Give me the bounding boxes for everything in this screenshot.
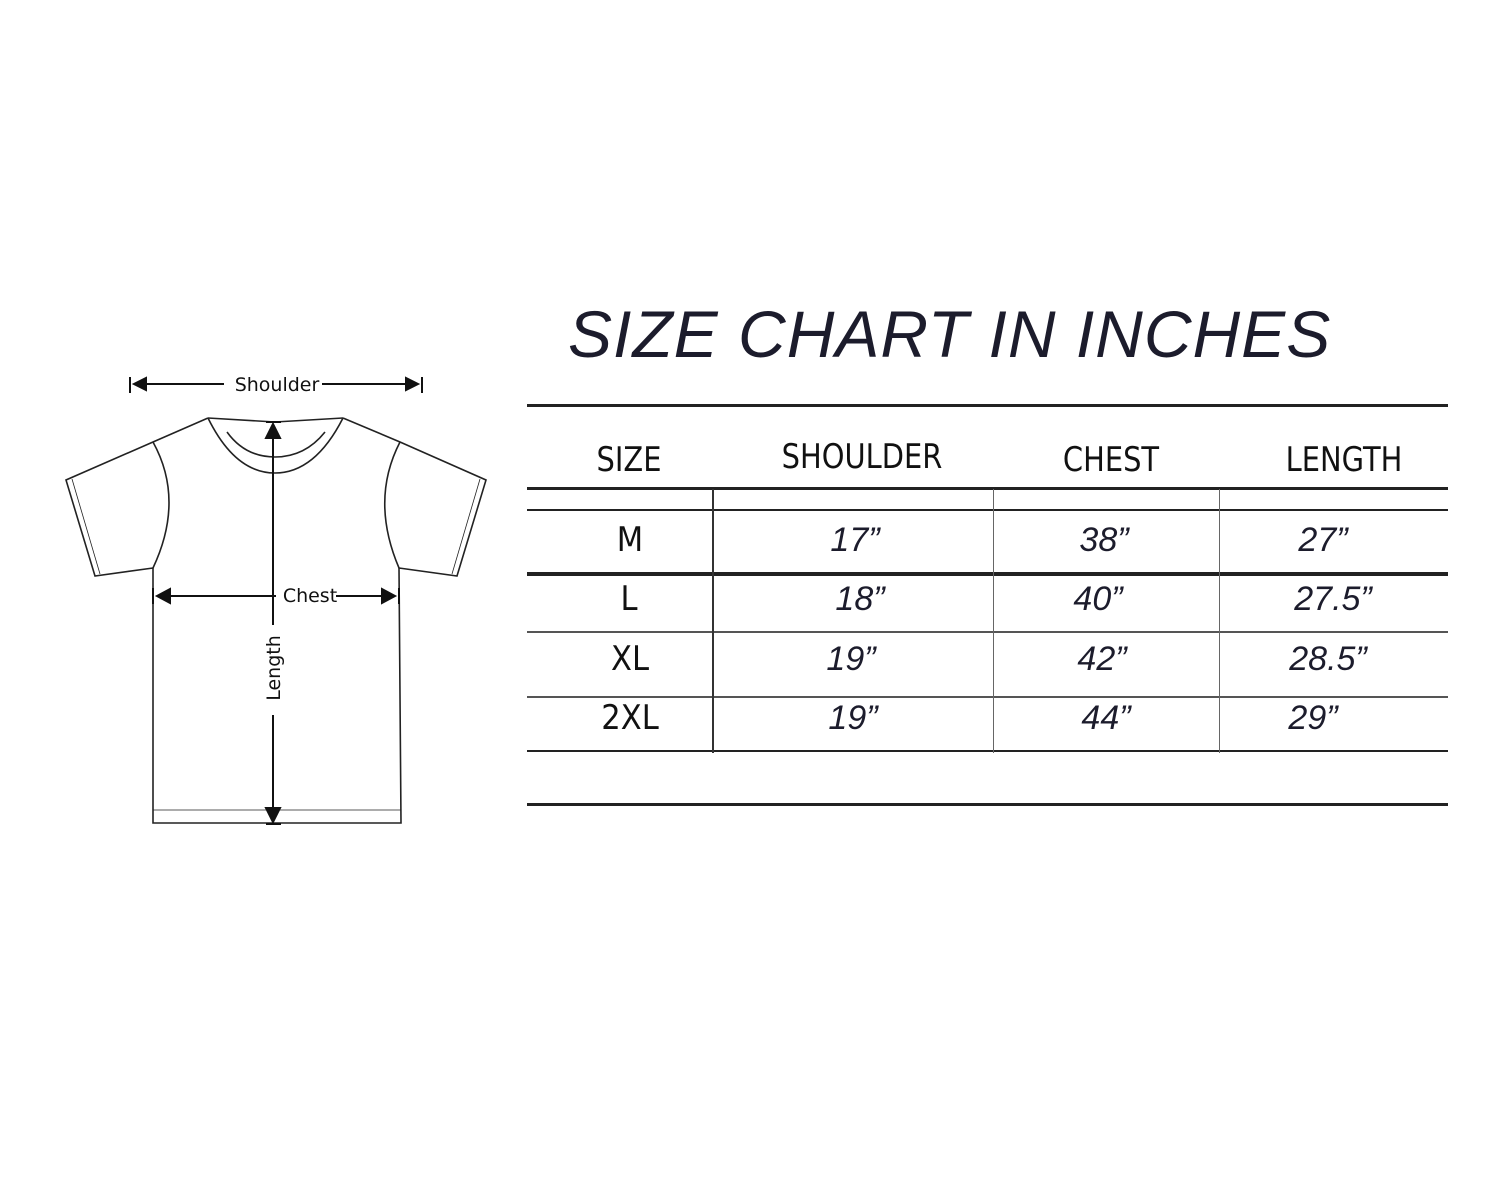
- table-rule: [527, 487, 1448, 490]
- length-cell: 29”: [1288, 699, 1338, 737]
- chest-cell: 44”: [1081, 699, 1131, 737]
- table-rule: [527, 631, 1448, 633]
- chest-cell: 42”: [1077, 640, 1127, 678]
- table-rule: [527, 404, 1448, 407]
- length-cell: 27”: [1298, 521, 1348, 559]
- tshirt-outline: [65, 417, 487, 824]
- page-title: SIZE CHART IN INCHES: [568, 297, 1332, 371]
- shoulder-cell: 18”: [835, 580, 885, 618]
- shoulder-cell: 19”: [828, 699, 878, 737]
- chest-cell: 38”: [1079, 521, 1129, 559]
- size-cell: XL: [610, 639, 650, 679]
- table-rule: [527, 803, 1448, 806]
- table-rule: [527, 572, 1448, 576]
- header-length: LENGTH: [1285, 440, 1403, 480]
- header-chest: CHEST: [1062, 440, 1160, 480]
- column-divider: [712, 489, 714, 753]
- chest-label: Chest: [283, 585, 337, 607]
- measure-arrows: [129, 376, 423, 825]
- chest-cell: 40”: [1073, 580, 1123, 618]
- shoulder-label: Shoulder: [235, 374, 320, 396]
- table-rule: [527, 750, 1448, 752]
- size-cell: M: [616, 520, 644, 560]
- length-cell: 27.5”: [1294, 580, 1372, 618]
- size-cell: L: [620, 579, 638, 619]
- header-shoulder: SHOULDER: [781, 437, 943, 477]
- shoulder-cell: 19”: [826, 640, 876, 678]
- table-rule: [527, 509, 1448, 511]
- length-cell: 28.5”: [1289, 640, 1367, 678]
- header-size: SIZE: [596, 440, 662, 480]
- shoulder-cell: 17”: [830, 521, 880, 559]
- size-cell: 2XL: [601, 698, 659, 738]
- column-divider: [1219, 489, 1220, 753]
- table-rule: [527, 696, 1448, 698]
- column-divider: [993, 489, 994, 753]
- length-label: Length: [263, 635, 285, 701]
